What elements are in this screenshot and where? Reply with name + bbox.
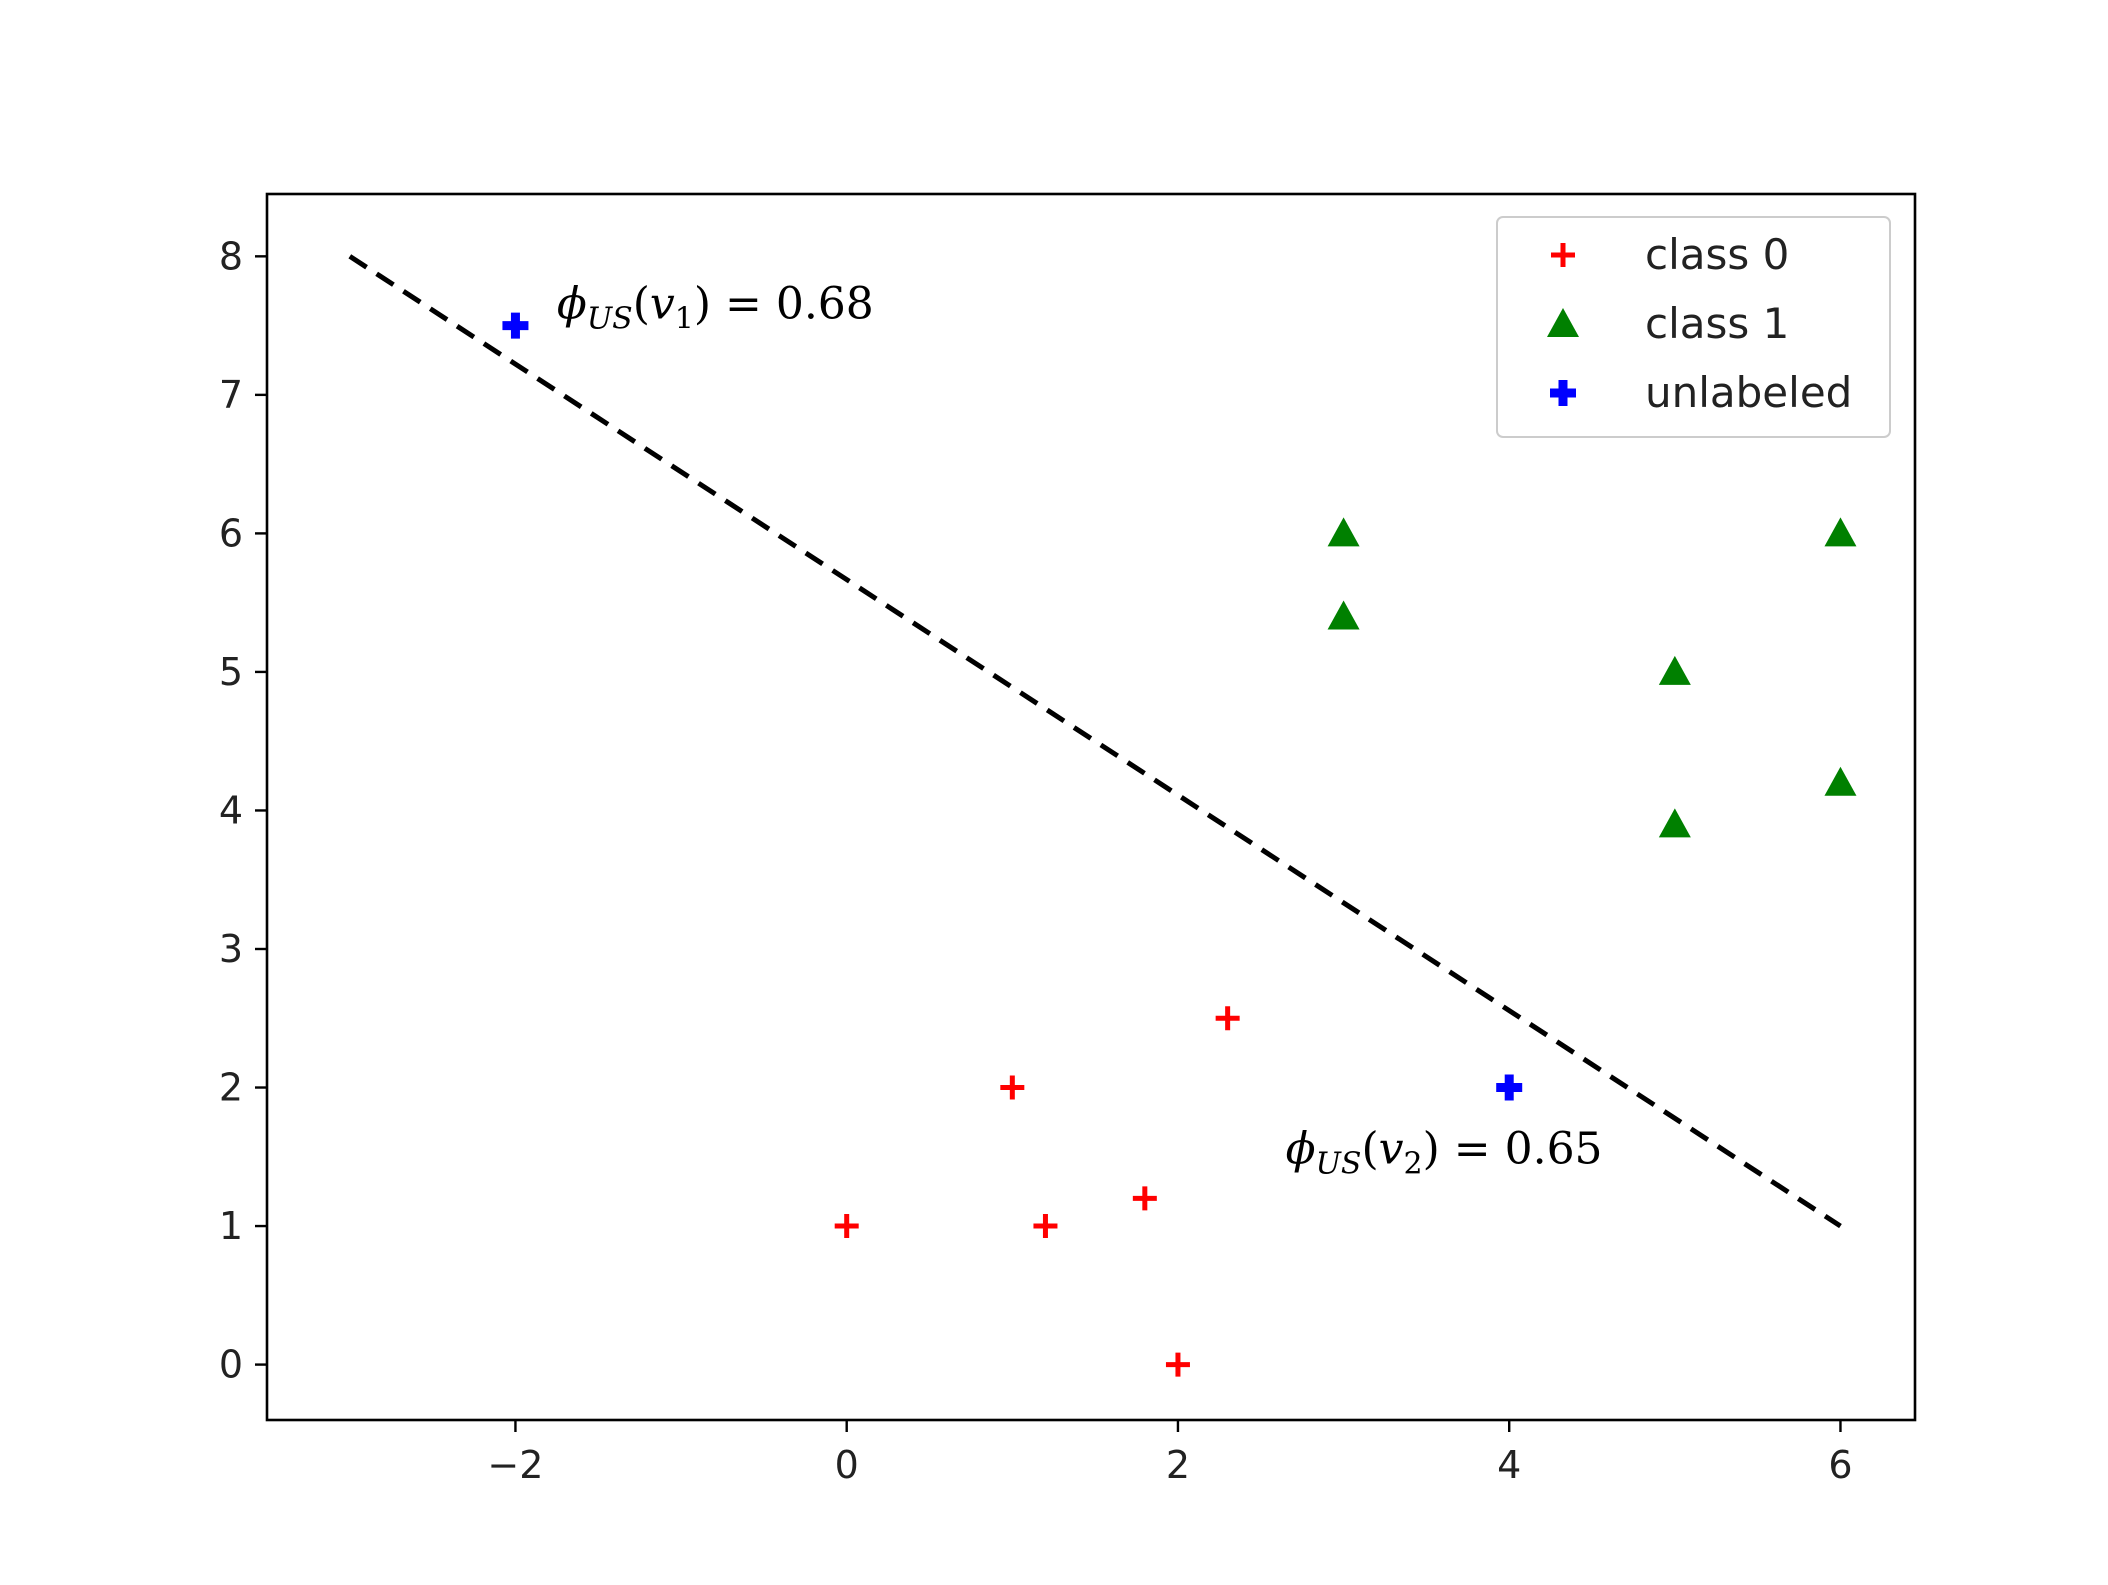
annotation-1: ϕUS(v2) = 0.65 [1286, 1124, 1603, 1182]
x-tick-label-1: 0 [835, 1443, 859, 1487]
decision-boundary-layer [348, 254, 1842, 1229]
point-series-0-0 [834, 1214, 859, 1239]
legend-marker-2 [1550, 380, 1576, 406]
annotation-0: ϕUS(v1) = 0.68 [557, 279, 874, 337]
point-series-1-4 [1824, 517, 1857, 547]
legend-marker-1 [1547, 308, 1579, 337]
data-points-layer [502, 312, 1857, 1377]
point-series-1-2 [1658, 655, 1691, 685]
legend: class 0 class 1 unlabeled [1496, 216, 1891, 438]
y-tick-label-8: 8 [219, 234, 243, 278]
x-tick-label-3: 4 [1497, 1443, 1521, 1487]
x-axis: −2 0 2 4 6 [487, 1420, 1853, 1487]
point-series-0-4 [1165, 1352, 1190, 1377]
y-tick-label-4: 4 [219, 788, 243, 832]
point-series-1-5 [1824, 766, 1857, 796]
point-series-0-2 [1033, 1214, 1058, 1239]
point-series-1-0 [1327, 517, 1360, 547]
point-series-2-0 [502, 312, 529, 339]
plot-frame [265, 192, 1917, 1422]
x-tick-label-2: 2 [1166, 1443, 1190, 1487]
point-series-1-3 [1658, 808, 1691, 838]
legend-box [1496, 216, 1891, 438]
y-tick-label-6: 6 [219, 511, 243, 555]
point-series-1-1 [1327, 600, 1360, 630]
x-tick-label-0: −2 [487, 1443, 543, 1487]
decision-line [348, 254, 1842, 1229]
y-tick-label-0: 0 [219, 1343, 243, 1387]
y-axis: 0 1 2 3 4 5 6 7 8 [219, 234, 267, 1387]
point-series-0-1 [1000, 1075, 1025, 1100]
y-tick-label-1: 1 [219, 1204, 243, 1248]
point-series-0-5 [1215, 1006, 1240, 1031]
y-tick-label-7: 7 [219, 373, 243, 417]
point-series-0-3 [1132, 1186, 1157, 1211]
annotation-layer: ϕUS(v1) = 0.68 ϕUS(v2) = 0.65 [557, 279, 1603, 1182]
y-tick-label-5: 5 [219, 650, 243, 694]
y-tick-label-3: 3 [219, 927, 243, 971]
legend-label-0: class 0 [1645, 230, 1789, 279]
legend-label-1: class 1 [1645, 299, 1789, 348]
x-tick-label-4: 6 [1828, 1443, 1852, 1487]
legend-marker-0 [1551, 243, 1575, 267]
legend-label-2: unlabeled [1645, 368, 1852, 417]
point-series-2-1 [1496, 1074, 1523, 1101]
y-tick-label-2: 2 [219, 1066, 243, 1110]
